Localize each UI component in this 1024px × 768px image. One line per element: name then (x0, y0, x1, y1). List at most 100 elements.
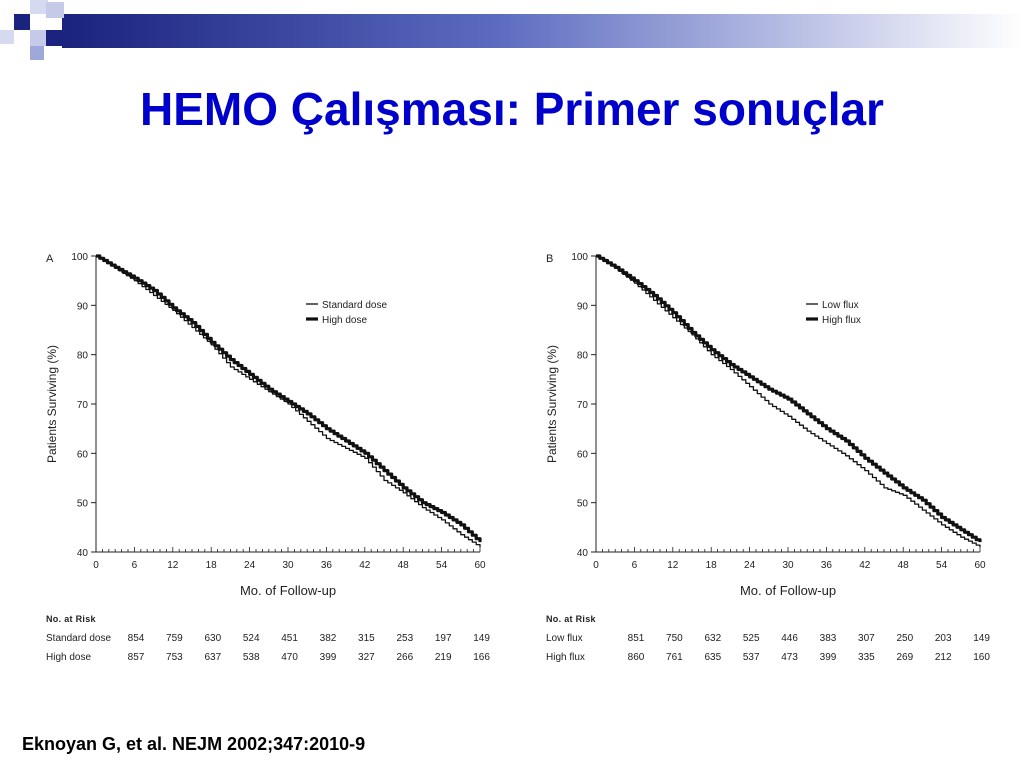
chart-a-at-risk-value: 470 (281, 652, 298, 663)
chart-a-at-risk-value: 327 (358, 652, 375, 663)
chart-a-x-axis-label: Mo. of Follow-up (240, 583, 336, 598)
chart-a-y-tick-label: 50 (77, 499, 89, 510)
chart-b-x-axis-label: Mo. of Follow-up (740, 583, 836, 598)
chart-b-x-tick-label: 12 (667, 560, 679, 571)
chart-a-at-risk-header: No. at Risk (46, 614, 97, 624)
chart-a-x-tick-label: 18 (206, 560, 218, 571)
chart-a-x-tick-label: 0 (93, 560, 99, 571)
chart-b-y-tick-label: 80 (577, 351, 589, 362)
chart-b-series-thick-line (596, 254, 982, 543)
chart-b-at-risk-value: 335 (858, 652, 875, 663)
chart-b-x-tick-label: 24 (744, 560, 756, 571)
chart-panel-b: B 40 50 60 70 80 90 100 0 6 12 18 24 30 36 42 48 54 60 Mo. … (528, 228, 998, 678)
chart-b-y-tick-label: 40 (577, 548, 589, 559)
chart-b-at-risk-value: 525 (743, 633, 760, 644)
chart-b-x-tick-label: 42 (859, 560, 871, 571)
chart-a-x-tick-label: 54 (436, 560, 448, 571)
chart-b-y-tick-label: 90 (577, 301, 589, 312)
chart-b-at-risk-row-label: High flux (546, 652, 585, 663)
chart-a-at-risk-value: 219 (435, 652, 452, 663)
chart-a-legend-label: High dose (322, 315, 367, 326)
chart-a-at-risk-value: 759 (166, 633, 183, 644)
chart-b-at-risk-value: 269 (896, 652, 913, 663)
chart-b-at-risk-value: 860 (628, 652, 645, 663)
chart-a-at-risk-value: 524 (243, 633, 260, 644)
chart-b-legend-label: High flux (822, 315, 861, 326)
chart-a-panel-label: A (46, 253, 54, 265)
chart-a-y-tick-label: 80 (77, 351, 89, 362)
chart-b-panel-label: B (546, 253, 553, 265)
chart-a-x-tick-label: 36 (321, 560, 333, 571)
chart-b-x-tick-label: 60 (974, 560, 986, 571)
chart-a-at-risk-value: 399 (320, 652, 337, 663)
chart-b-at-risk-value: 635 (704, 652, 721, 663)
chart-b-y-tick-label: 60 (577, 449, 589, 460)
chart-a-y-tick-label: 100 (71, 252, 88, 263)
chart-a-x-tick-label: 6 (132, 560, 138, 571)
chart-a-x-tick-label: 12 (167, 560, 179, 571)
chart-b-at-risk-value: 761 (666, 652, 683, 663)
chart-a-x-tick-label: 48 (398, 560, 410, 571)
chart-b-at-risk-row-label: Low flux (546, 633, 583, 644)
chart-a-at-risk-value: 382 (320, 633, 337, 644)
chart-b-x-tick-label: 48 (898, 560, 910, 571)
chart-a-at-risk-row-label: Standard dose (46, 633, 111, 644)
citation: Eknoyan G, et al. NEJM 2002;347:2010-9 (22, 734, 366, 754)
chart-b-x-tick-label: 30 (782, 560, 794, 571)
chart-b-y-tick-label: 70 (577, 400, 589, 411)
chart-b-at-risk-value: 851 (628, 633, 645, 644)
chart-b-at-risk-value: 160 (973, 652, 990, 663)
chart-a-at-risk-value: 451 (281, 633, 298, 644)
chart-a-x-tick-label: 60 (474, 560, 486, 571)
chart-b-at-risk-value: 307 (858, 633, 875, 644)
chart-b-at-risk-value: 149 (973, 633, 990, 644)
chart-a-at-risk-value: 854 (128, 633, 145, 644)
chart-b-x-tick-label: 0 (593, 560, 599, 571)
survival-chart-a: A 40 50 60 70 80 90 100 0 6 12 18 24 30 36 42 48 54 60 Mo. … (45, 252, 490, 663)
chart-b-at-risk-value: 537 (743, 652, 760, 663)
chart-b-at-risk-value: 399 (820, 652, 837, 663)
chart-b-x-tick-label: 6 (632, 560, 638, 571)
chart-a-y-axis-label: Patients Surviving (%) (45, 345, 59, 463)
chart-a-at-risk-value: 630 (204, 633, 221, 644)
chart-b-x-tick-label: 18 (706, 560, 718, 571)
chart-a-at-risk-value: 857 (128, 652, 145, 663)
chart-b-at-risk-header: No. at Risk (546, 614, 597, 624)
chart-b-at-risk-value: 446 (781, 633, 798, 644)
chart-b-x-tick-label: 54 (936, 560, 948, 571)
chart-a-at-risk-value: 166 (473, 652, 490, 663)
chart-a-at-risk-value: 637 (204, 652, 221, 663)
chart-a-y-tick-label: 60 (77, 449, 89, 460)
chart-a-at-risk-value: 197 (435, 633, 452, 644)
chart-a-at-risk-value: 315 (358, 633, 375, 644)
chart-b-x-tick-label: 36 (821, 560, 833, 571)
chart-a-x-tick-label: 24 (244, 560, 256, 571)
chart-panel-a: A 40 50 60 70 80 90 100 0 6 12 18 24 30 36 42 48 54 60 Mo. … (28, 228, 498, 678)
chart-a-at-risk-value: 753 (166, 652, 183, 663)
survival-chart-b: B 40 50 60 70 80 90 100 0 6 12 18 24 30 36 42 48 54 60 Mo. … (545, 252, 990, 663)
chart-b-at-risk-value: 203 (935, 633, 952, 644)
chart-b-y-tick-label: 100 (571, 252, 588, 263)
chart-b-at-risk-value: 473 (781, 652, 798, 663)
chart-b-y-axis-label: Patients Surviving (%) (545, 345, 559, 463)
chart-a-x-tick-label: 30 (282, 560, 294, 571)
chart-b-at-risk-value: 750 (666, 633, 683, 644)
slide-header-decoration (0, 0, 1024, 60)
chart-a-series-thick-line (96, 254, 482, 543)
chart-a-y-tick-label: 70 (77, 400, 89, 411)
chart-a-at-risk-value: 253 (396, 633, 413, 644)
chart-a-x-tick-label: 42 (359, 560, 371, 571)
chart-a-at-risk-value: 538 (243, 652, 260, 663)
chart-b-legend-label: Low flux (822, 300, 859, 311)
chart-b-y-tick-label: 50 (577, 499, 589, 510)
chart-b-series-thin-line (596, 255, 981, 548)
chart-a-y-tick-label: 40 (77, 548, 89, 559)
slide-title: HEMO Çalışması: Primer sonuçlar (140, 83, 884, 135)
chart-a-at-risk-row-label: High dose (46, 652, 91, 663)
chart-a-series-thin-line (96, 255, 481, 548)
chart-a-at-risk-value: 266 (396, 652, 413, 663)
chart-b-at-risk-value: 212 (935, 652, 952, 663)
chart-a-legend-label: Standard dose (322, 300, 387, 311)
chart-a-at-risk-value: 149 (473, 633, 490, 644)
chart-b-at-risk-value: 632 (704, 633, 721, 644)
